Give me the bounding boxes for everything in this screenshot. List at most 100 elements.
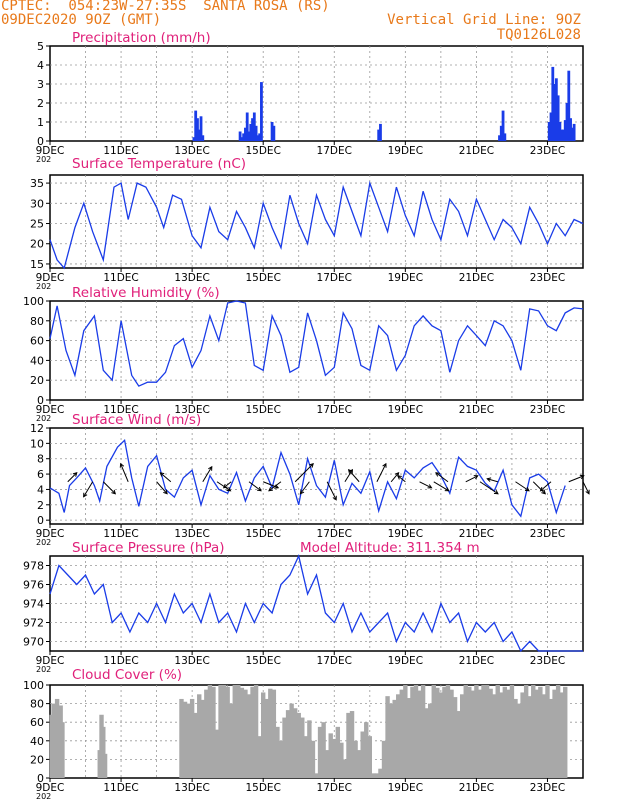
cloud-ytick-label: 20 [30, 753, 44, 766]
cloud-bar [353, 740, 358, 778]
wind-arrow [390, 472, 400, 483]
wind-arrow [582, 481, 590, 494]
cloud-bar [388, 703, 394, 778]
precip-bar [499, 125, 503, 141]
wind-arrow [268, 481, 282, 492]
cloud-xtick-label: 19DEC [388, 782, 423, 794]
cloud-bar [381, 740, 387, 778]
precip-xtick-label: 19DEC [388, 145, 423, 157]
cloud-bar [214, 729, 220, 778]
cloud-bar [392, 699, 397, 778]
cloud-bar [360, 731, 365, 778]
cloud-year-stub: 202 [36, 792, 51, 800]
precip-bar [563, 120, 567, 141]
cloud-ytick-label: 40 [30, 735, 44, 748]
wind-arrow [433, 481, 450, 492]
wind-arrow-head [382, 462, 387, 468]
rh-xtick-label: 15DEC [245, 404, 280, 416]
rh-ytick-label: 100 [23, 295, 44, 308]
wind-xtick-label: 11DEC [103, 528, 138, 540]
cloud-bar [229, 703, 234, 778]
rh-frame [49, 300, 584, 401]
cloud-bar [509, 685, 515, 778]
cloud-bar [275, 726, 280, 778]
pressure-line [49, 554, 583, 653]
wind-arrow-head [585, 489, 590, 495]
pressure-panel [46, 554, 584, 655]
wind-ytick-label: 2 [37, 499, 44, 512]
wind-xtick-label: 21DEC [459, 528, 494, 540]
cloud-bar [321, 722, 326, 778]
cloud-bar [271, 689, 277, 778]
precip-bar [565, 103, 569, 141]
cloud-bar [403, 685, 408, 778]
cloud-bar [257, 736, 262, 778]
precip-bar [245, 112, 249, 141]
cloud-bar [516, 703, 522, 778]
precip-bar [558, 122, 562, 141]
cloud-bar [342, 759, 348, 778]
wind-arrow-head [256, 486, 262, 492]
cloud-bar [499, 692, 504, 778]
cloud-bar [239, 687, 245, 778]
precip-xtick-label: 11DEC [103, 145, 138, 157]
wind-arrow-head [539, 486, 545, 492]
wind-arrow [159, 472, 172, 483]
wind-arrow-head [435, 472, 441, 477]
cloud-bar [378, 768, 383, 778]
cloud-bar [413, 685, 419, 778]
cloud-bar [264, 698, 269, 778]
precip-bar [498, 135, 501, 141]
wind-arrow [248, 481, 262, 492]
temp-xtick-label: 19DEC [388, 272, 423, 284]
precip-xtick-label: 21DEC [459, 145, 494, 157]
cloud-xtick-label: 11DEC [103, 782, 138, 794]
wind-arrow-head [347, 468, 353, 474]
pressure-xtick-label: 13DEC [174, 655, 209, 667]
pressure-ytick-label: 976 [23, 579, 44, 592]
precip-bar [238, 131, 242, 141]
cloud-bar [396, 694, 401, 778]
precip-bar [570, 127, 574, 141]
cloud-bar [463, 685, 468, 778]
wind-arrow [487, 478, 498, 483]
cloud-bar [101, 726, 106, 778]
pressure-extra-label: Model Altitude: 311.354 m [300, 540, 480, 556]
wind-frame [49, 427, 584, 525]
cloud-bar [328, 733, 333, 778]
cloud-bar [250, 686, 255, 778]
cloud-xtick-label: 23DEC [530, 782, 565, 794]
cloud-ytick-label: 0 [37, 772, 44, 785]
wind-xtick-label: 15DEC [245, 528, 280, 540]
cloud-bar [193, 712, 198, 778]
precip-bar [556, 95, 560, 141]
wind-ytick-label: 12 [30, 422, 44, 435]
wind-arrow [294, 463, 314, 483]
wind-arrow-head [444, 487, 450, 492]
cloud-bar [513, 698, 518, 778]
cloud-bar [442, 686, 447, 778]
cloud-bar [545, 685, 550, 778]
wind-arrow-head [159, 472, 165, 477]
cloud-bar [531, 685, 536, 778]
cloud-bar [428, 703, 433, 778]
cloud-bar [307, 720, 312, 778]
precip-xtick-label: 23DEC [530, 145, 565, 157]
wind-arrow [465, 475, 478, 483]
cloud-bar [261, 692, 266, 778]
wind-xtick-label: 17DEC [317, 528, 352, 540]
precip-bar [242, 133, 246, 141]
cloud-bar [324, 750, 330, 778]
rh-line [49, 300, 584, 387]
pressure-ytick-label: 978 [23, 560, 44, 573]
rh-year-stub: 202 [36, 414, 51, 423]
cloud-bar [232, 685, 237, 778]
wind-arrow-head [83, 492, 88, 498]
cloud-bar [367, 736, 372, 778]
model-id: TQ0126L028 [496, 27, 581, 43]
wind-arrow-head [493, 489, 499, 495]
cloud-bar [563, 686, 568, 778]
precip-bar [551, 66, 555, 141]
wind-arrow [216, 481, 231, 492]
precip-bar [252, 112, 256, 141]
